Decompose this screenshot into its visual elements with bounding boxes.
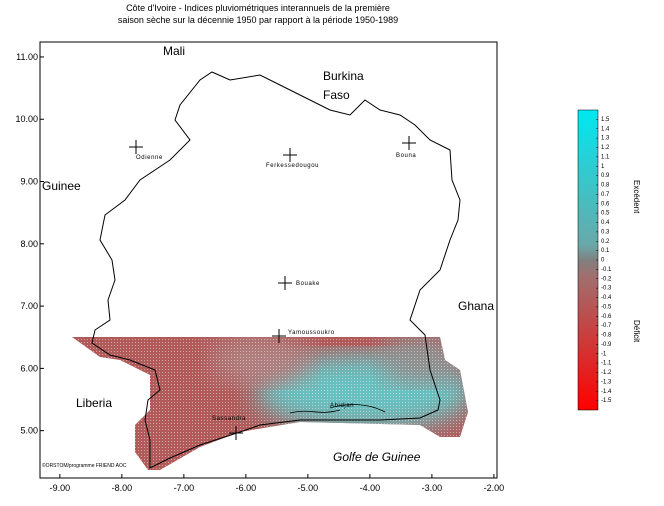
legend-tick-label: 0.3 [601,229,610,235]
title-line: Côte d'Ivoire - Indices pluviométriques … [126,3,390,13]
legend-tick-label: -1.1 [601,361,612,367]
lagoon [289,404,386,414]
legend-tick-label: 1.1 [601,154,610,160]
sea-label: Golfe de Guinee [333,450,421,464]
legend-tick-label: 0.4 [601,220,610,226]
country-label: Mali [163,44,185,58]
legend-tick-label: -0.2 [601,276,612,282]
legend-tick-label: 0.2 [601,239,610,245]
legend-tick-label: -0.8 [601,333,612,339]
country-label: Ghana [458,299,494,313]
legend-tick-label: -1 [601,351,607,357]
legend-tick-label: -1.5 [601,398,612,404]
legend-tick-label: 1.5 [601,117,610,123]
y-tick-label: 6.00 [20,363,38,373]
y-tick-label: 11.00 [16,52,38,62]
legend-tick-label: 0.7 [601,192,610,198]
legend-label: Déficit [632,320,641,343]
country-label: Liberia [76,396,112,410]
city-markers [129,136,416,440]
legend-tick-label: -1.2 [601,370,612,376]
legend-tick-label: -0.9 [601,342,612,348]
city-label: Ferkessedougou [266,163,319,169]
x-tick-label: -5.00 [298,483,319,493]
country-label: Guinee [42,179,81,193]
legend-tick-label: 1.2 [601,145,610,151]
legend-tick-label: -0.1 [601,267,612,273]
city-label: Sassandra [212,416,246,422]
legend-tick-label: -0.4 [601,295,612,301]
city-label: Yamoussoukro [288,330,335,336]
city-label: Bouna [396,153,416,159]
x-tick-label: -8.00 [112,483,133,493]
legend-tick-label: 0 [601,258,605,264]
x-tick-label: -7.00 [174,483,195,493]
legend-tick-label: -0.6 [601,314,612,320]
city-label: Odienne [136,155,163,161]
x-tick-label: -4.00 [360,483,381,493]
x-tick-label: -6.00 [236,483,257,493]
y-tick-label: 8.00 [20,239,38,249]
x-tick-label: -9.00 [50,483,71,493]
y-tick-label: 9.00 [20,177,38,187]
country-label: Faso [323,88,350,102]
legend-tick-label: -0.3 [601,286,612,292]
y-tick-label: 7.00 [20,301,38,311]
legend-tick-label: 0.1 [601,248,610,254]
country-outline [91,71,461,469]
legend-tick-label: 1 [601,164,605,170]
legend-label: Excédent [632,180,641,214]
x-tick-label: -3.00 [422,483,443,493]
legend-tick-label: 0.5 [601,211,610,217]
legend-tick-label: 1.3 [601,136,610,142]
city-label: Abidjan [330,403,354,409]
credit: ©ORSTOM/programme FRIEND AOC [42,462,127,469]
colorbar [577,109,599,411]
x-tick-label: -2.00 [484,483,505,493]
country-label: Burkina [323,69,364,83]
legend-tick-label: -1.3 [601,379,612,385]
legend-tick-label: -0.7 [601,323,612,329]
legend-tick-label: 0.9 [601,173,610,179]
legend-tick-label: 0.8 [601,183,610,189]
y-tick-label: 10.00 [15,114,38,124]
legend-tick-label: 1.4 [601,126,610,132]
title-line: saison sèche sur la décennie 1950 par ra… [118,15,398,25]
legend-tick-label: -1.4 [601,389,612,395]
plot-frame [39,41,498,479]
legend-tick-label: 0.6 [601,201,610,207]
city-label: Bouake [296,281,320,287]
y-tick-label: 5.00 [20,426,38,436]
legend-tick-label: -0.5 [601,304,612,310]
